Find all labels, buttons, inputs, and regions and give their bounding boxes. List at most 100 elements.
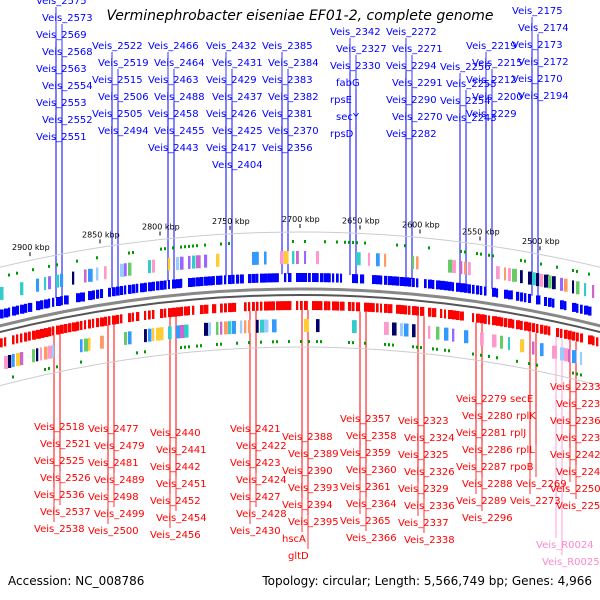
reverse-gene-mark bbox=[568, 330, 572, 340]
gc-tick bbox=[432, 347, 434, 351]
forward-gene-mark bbox=[56, 297, 61, 307]
forward-gene-mark bbox=[24, 303, 28, 313]
reverse-gene-mark bbox=[176, 307, 181, 317]
gc-tick bbox=[172, 246, 174, 250]
forward-cog-box bbox=[72, 271, 75, 285]
forward-cog-box bbox=[44, 277, 47, 291]
reverse-gene-label: Veis_2452 bbox=[150, 496, 201, 507]
reverse-gene-mark bbox=[204, 304, 209, 314]
forward-cog-box bbox=[284, 251, 289, 265]
forward-cog-box bbox=[552, 276, 556, 290]
accession-label: Accession: NC_008786 bbox=[8, 574, 145, 588]
reverse-gene-mark bbox=[472, 313, 475, 323]
forward-gene-label: Veis_2381 bbox=[262, 109, 313, 120]
gc-tick bbox=[188, 244, 190, 248]
forward-gene-label: Veis_2385 bbox=[262, 41, 313, 52]
reverse-gene-mark bbox=[480, 314, 485, 324]
forward-cog-box bbox=[256, 251, 259, 265]
forward-gene-mark bbox=[180, 278, 183, 288]
forward-gene-mark bbox=[396, 276, 400, 286]
reverse-cog-box bbox=[32, 349, 35, 363]
reverse-cog-box bbox=[304, 319, 309, 333]
gc-tick bbox=[344, 240, 346, 244]
forward-cog-box bbox=[508, 268, 512, 282]
forward-gene-mark bbox=[484, 286, 487, 296]
forward-cog-box bbox=[496, 266, 500, 280]
forward-gene-mark bbox=[300, 273, 305, 282]
gc-tick bbox=[80, 360, 82, 364]
reverse-gene-label: Veis_2481 bbox=[88, 458, 139, 469]
gc-tick bbox=[588, 272, 590, 276]
reverse-cog-box bbox=[52, 344, 55, 358]
forward-gene-label: Veis_2563 bbox=[36, 64, 87, 75]
gc-tick bbox=[196, 244, 198, 248]
gc-tick bbox=[184, 245, 186, 249]
reverse-gene-label: Veis_2323 bbox=[398, 416, 449, 427]
forward-gene-mark bbox=[428, 279, 433, 289]
forward-gene-mark bbox=[236, 274, 240, 284]
reverse-gene-mark bbox=[304, 301, 308, 311]
reverse-cog-box bbox=[580, 352, 583, 366]
reverse-gene-mark bbox=[288, 301, 292, 311]
ruler-label: 2800 kbp bbox=[142, 223, 180, 232]
forward-cog-box bbox=[56, 274, 60, 288]
gc-tick bbox=[300, 340, 302, 343]
reverse-gene-mark bbox=[368, 302, 373, 312]
forward-gene-mark bbox=[248, 274, 252, 284]
gc-tick bbox=[96, 256, 98, 260]
forward-gene-mark bbox=[468, 284, 471, 294]
reverse-gene-mark bbox=[16, 334, 19, 344]
forward-gene-mark bbox=[324, 273, 329, 283]
reverse-cog-box bbox=[156, 327, 161, 341]
forward-gene-mark bbox=[196, 277, 201, 287]
forward-gene-mark bbox=[588, 306, 592, 316]
reverse-gene-mark bbox=[328, 301, 331, 311]
forward-cog-box bbox=[196, 255, 201, 269]
reverse-gene-mark bbox=[40, 328, 45, 338]
reverse-cog-box bbox=[568, 349, 571, 363]
reverse-gene-label: Veis_2325 bbox=[398, 450, 449, 461]
forward-gene-mark bbox=[528, 293, 532, 303]
forward-gene-label: Veis_2488 bbox=[154, 92, 205, 103]
gc-tick bbox=[572, 269, 574, 273]
forward-cog-box bbox=[520, 270, 523, 284]
reverse-gene-mark bbox=[372, 303, 375, 313]
forward-gene-mark bbox=[320, 273, 324, 283]
reverse-gene-mark bbox=[264, 301, 269, 311]
reverse-gene-mark bbox=[400, 305, 405, 315]
reverse-cog-box bbox=[36, 348, 39, 362]
forward-gene-label: Veis_2229 bbox=[466, 109, 517, 120]
reverse-gene-label: Veis_2479 bbox=[94, 441, 145, 452]
forward-cog-box bbox=[48, 276, 52, 290]
forward-gene-label: Veis_2370 bbox=[268, 126, 319, 137]
reverse-gene-mark bbox=[404, 305, 408, 315]
forward-gene-mark bbox=[76, 293, 81, 303]
reverse-gene-label: Veis_2366 bbox=[346, 533, 397, 544]
forward-gene-label: Veis_2443 bbox=[148, 143, 199, 154]
reverse-gene-label: Veis_2388 bbox=[282, 432, 333, 443]
reverse-gene-label: Veis_2280 bbox=[462, 411, 513, 422]
reverse-gene-mark bbox=[136, 312, 140, 322]
gc-tick bbox=[576, 372, 578, 376]
reverse-gene-mark bbox=[232, 302, 237, 312]
reverse-cog-box bbox=[492, 334, 497, 348]
reverse-gene-mark bbox=[192, 305, 195, 315]
forward-gene-mark bbox=[376, 275, 381, 285]
reverse-gene-mark bbox=[352, 302, 355, 312]
reverse-gene-mark bbox=[460, 311, 464, 321]
gc-tick bbox=[200, 344, 202, 348]
gc-tick bbox=[324, 240, 326, 244]
map-title: Verminephrobacter eiseniae EF01-2, compl… bbox=[106, 8, 494, 24]
reverse-cog-box bbox=[168, 326, 172, 340]
reverse-gene-label: Veis_2423 bbox=[230, 458, 281, 469]
reverse-gene-label: Veis_2538 bbox=[34, 524, 85, 535]
feature-tracks bbox=[0, 240, 599, 379]
forward-cog-box bbox=[168, 257, 171, 271]
forward-cog-box bbox=[512, 268, 517, 282]
forward-cog-box bbox=[356, 252, 361, 266]
reverse-cog-box bbox=[552, 345, 557, 359]
forward-gene-mark bbox=[136, 283, 139, 293]
forward-gene-mark bbox=[268, 273, 273, 283]
forward-gene-label: Veis_2173 bbox=[512, 40, 563, 51]
reverse-gene-label: Veis_2451 bbox=[156, 479, 207, 490]
